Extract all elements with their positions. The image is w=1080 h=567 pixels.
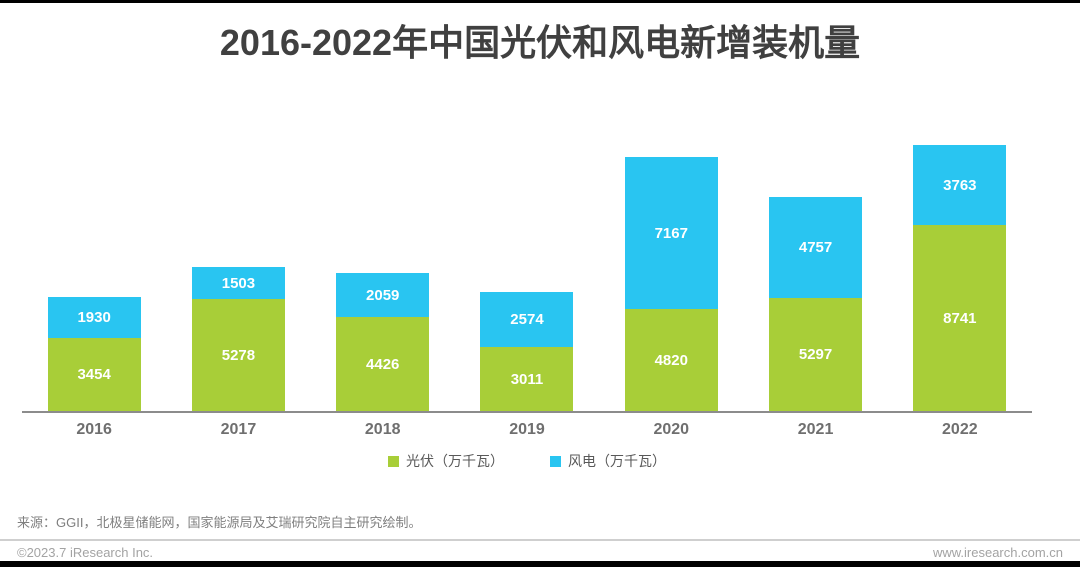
bar-segment-pv: 5297 <box>769 298 863 411</box>
bar-value-label: 4426 <box>366 355 400 373</box>
bar-column-2022: 3763 8741 <box>888 141 1032 411</box>
bar-segment-wind: 3763 <box>913 145 1007 225</box>
bar-stack: 7167 4820 <box>624 157 718 411</box>
stacked-bar-chart: 1930 3454 1503 5278 2059 4426 2574 3011 7167 4820… <box>22 141 1032 438</box>
bar-value-label: 3454 <box>77 366 111 383</box>
bar-segment-pv: 3011 <box>480 347 574 411</box>
bar-segment-wind: 2059 <box>336 273 430 317</box>
bar-value-label: 5278 <box>221 346 256 364</box>
x-tick-label: 2016 <box>76 421 112 438</box>
bar-stack: 1930 3454 <box>47 297 141 411</box>
bar-stack: 3763 8741 <box>913 145 1007 411</box>
legend-label: 光伏（万千瓦） <box>406 453 504 469</box>
bar-value-label: 2574 <box>510 311 544 328</box>
chart-legend: 光伏（万千瓦） 风电（万千瓦） <box>22 451 1032 471</box>
legend-label: 风电（万千瓦） <box>568 453 666 469</box>
legend-item-wind: 风电（万千瓦） <box>550 451 666 471</box>
copyright-text: ©2023.7 iResearch Inc. <box>17 545 154 560</box>
bar-segment-wind: 7167 <box>624 157 718 309</box>
bar-segment-wind: 1503 <box>191 267 285 299</box>
bar-value-label: 8741 <box>943 309 977 327</box>
x-tick-label: 2022 <box>942 421 978 438</box>
bar-value-label: 1930 <box>77 309 111 326</box>
bar-value-label: 2059 <box>366 286 400 304</box>
bar-value-label: 3763 <box>943 176 977 194</box>
x-tick-label: 2019 <box>509 421 545 438</box>
x-tick-label: 2017 <box>220 421 257 438</box>
bar-value-label: 7167 <box>654 224 688 242</box>
bar-stack: 2059 4426 <box>336 273 430 411</box>
chart-title: 2016-2022年中国光伏和风电新增装机量 <box>219 22 861 63</box>
bar-stack: 1503 5278 <box>191 267 285 411</box>
bar-column-2016: 1930 3454 <box>22 141 166 411</box>
source-note: 来源：GGII，北极星储能网，国家能源局及艾瑞研究院自主研究绘制。 <box>17 515 422 530</box>
x-axis-labels: 2016 2017 2018 2019 2020 2021 2022 <box>22 421 1032 439</box>
bars-area: 1930 3454 1503 5278 2059 4426 2574 3011 7167 4820… <box>22 141 1032 411</box>
bar-segment-wind: 1930 <box>47 297 141 338</box>
bar-value-label: 4757 <box>798 239 833 256</box>
bar-value-label: 4820 <box>654 351 688 369</box>
bar-value-label: 5297 <box>798 346 833 363</box>
website-text: www.iresearch.com.cn <box>932 545 1063 560</box>
legend-item-pv: 光伏（万千瓦） <box>388 451 504 471</box>
bar-stack: 4757 5297 <box>769 197 863 411</box>
bottom-black-bar <box>0 561 1080 567</box>
bar-segment-pv: 3454 <box>47 338 141 411</box>
bar-segment-pv: 4426 <box>336 317 430 411</box>
legend-swatch-icon <box>550 455 561 467</box>
bar-segment-pv: 4820 <box>624 309 718 411</box>
bar-column-2019: 2574 3011 <box>455 141 599 411</box>
x-tick-label: 2018 <box>364 421 401 438</box>
legend-swatch-icon <box>388 455 399 467</box>
bar-value-label: 3011 <box>510 370 544 388</box>
bar-column-2021: 4757 5297 <box>743 141 887 411</box>
x-tick-label: 2020 <box>653 421 690 438</box>
bar-column-2020: 7167 4820 <box>599 141 743 411</box>
bar-segment-wind: 4757 <box>769 197 863 298</box>
top-black-bar <box>0 0 1080 3</box>
bar-value-label: 1503 <box>221 274 256 292</box>
x-tick-label: 2021 <box>797 421 834 438</box>
bar-stack: 2574 3011 <box>480 292 574 411</box>
bar-column-2018: 2059 4426 <box>311 141 455 411</box>
footer-bar: ©2023.7 iResearch Inc. www.iresearch.com… <box>17 545 1063 560</box>
bar-segment-pv: 5278 <box>191 299 285 411</box>
footer-divider <box>0 539 1080 541</box>
bar-column-2017: 1503 5278 <box>166 141 310 411</box>
bar-segment-pv: 8741 <box>913 225 1007 411</box>
bar-segment-wind: 2574 <box>480 292 574 347</box>
